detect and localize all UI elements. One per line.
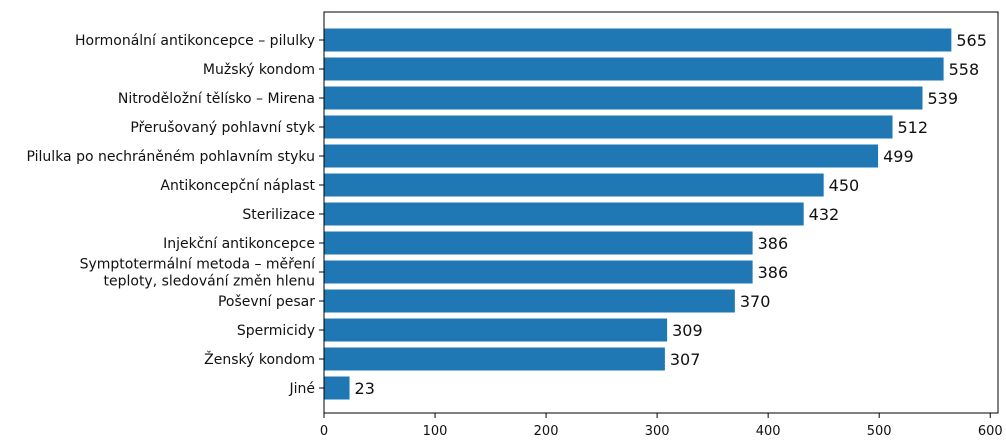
bar-value-label: 386: [758, 234, 789, 253]
bar: [324, 318, 668, 342]
category-label: Jiné: [288, 381, 315, 397]
bar-value-label: 23: [355, 379, 375, 398]
bar-value-label: 512: [898, 118, 929, 137]
category-label: Sterilizace: [242, 207, 315, 223]
bar-value-label: 450: [829, 176, 860, 195]
bars: [324, 28, 952, 400]
x-tick-label: 0: [320, 424, 328, 439]
bar: [324, 115, 893, 139]
category-label: Antikoncepční náplast: [160, 178, 315, 194]
bar-value-label: 539: [927, 89, 958, 108]
x-tick-label: 200: [534, 424, 559, 439]
category-label: Injekční antikoncepce: [163, 236, 315, 252]
category-label: Nitroděložní tělísko – Mirena: [118, 91, 315, 107]
bar: [324, 28, 952, 52]
bar: [324, 86, 923, 110]
bar: [324, 57, 944, 81]
plot-frame: [323, 11, 999, 414]
x-axis: 0 100 200 300 400 500 600: [320, 413, 1003, 439]
bar: [324, 231, 753, 255]
category-label: Symptotermální metoda – měření teploty, s…: [80, 257, 317, 290]
bar: [324, 376, 350, 400]
category-label: Pilulka po nechráněném pohlavním styku: [27, 149, 315, 165]
bar: [324, 173, 824, 197]
x-tick-label: 600: [978, 424, 1003, 439]
category-labels: Hormonální antikoncepce – pilulky Mužský …: [27, 33, 324, 397]
bar-value-label: 565: [956, 31, 987, 50]
x-tick-label: 100: [423, 424, 448, 439]
bar-value-label: 558: [949, 60, 980, 79]
bar: [324, 289, 735, 313]
category-label: Spermicidy: [237, 323, 315, 339]
bar: [324, 202, 804, 226]
bar-value-label: 370: [740, 292, 771, 311]
value-labels: 565 558 539 512 499 450 432 386 386 370 309 307 23: [355, 31, 987, 398]
bar-value-label: 307: [670, 350, 701, 369]
x-tick-label: 500: [867, 424, 892, 439]
x-tick-label: 300: [645, 424, 670, 439]
category-label: Ženský kondom: [204, 350, 315, 368]
bar: [324, 260, 753, 284]
category-label: Poševní pesar: [218, 294, 315, 310]
bar: [324, 144, 879, 168]
category-label: Přerušovaný pohlavní styk: [130, 120, 316, 136]
bar-value-label: 499: [883, 147, 914, 166]
bar-value-label: 309: [672, 321, 703, 340]
category-label: Mužský kondom: [203, 62, 315, 78]
category-label: Hormonální antikoncepce – pilulky: [75, 33, 315, 49]
bar-value-label: 432: [809, 205, 840, 224]
bar-value-label: 386: [758, 263, 789, 282]
x-tick-label: 400: [756, 424, 781, 439]
bar: [324, 347, 665, 371]
